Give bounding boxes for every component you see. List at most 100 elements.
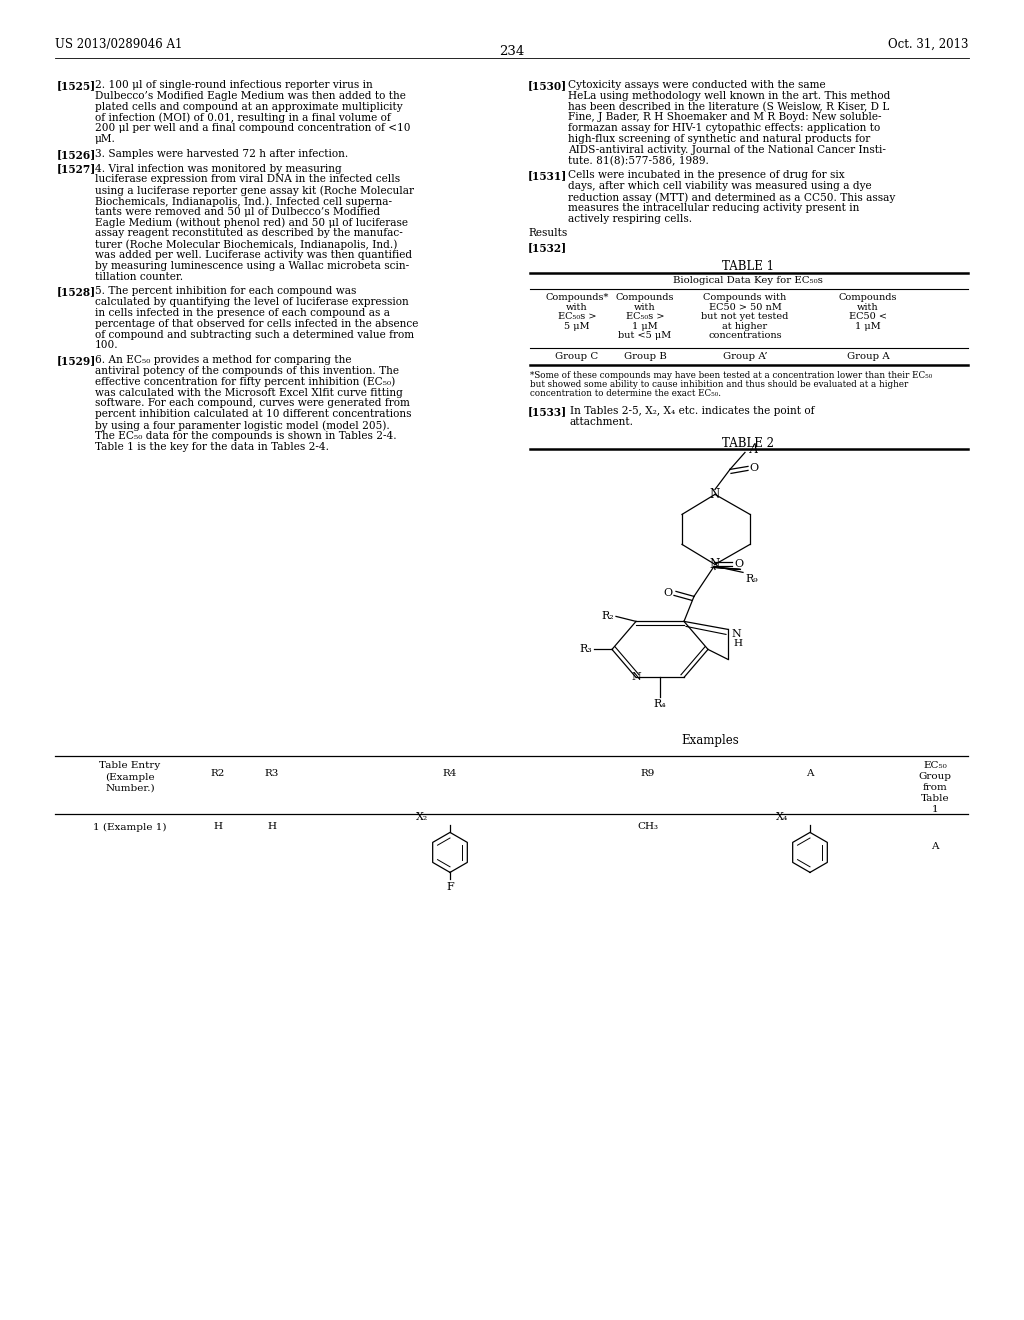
Text: with: with <box>857 302 879 312</box>
Text: O: O <box>663 589 672 598</box>
Text: R3: R3 <box>265 770 280 779</box>
Text: EC₅₀s >: EC₅₀s > <box>558 313 596 321</box>
Text: HeLa using methodology well known in the art. This method: HeLa using methodology well known in the… <box>568 91 891 100</box>
Text: by measuring luminescence using a Wallac microbeta scin-: by measuring luminescence using a Wallac… <box>95 261 410 271</box>
Text: assay reagent reconstituted as described by the manufac-: assay reagent reconstituted as described… <box>95 228 402 239</box>
Text: Table: Table <box>921 795 949 804</box>
Text: was calculated with the Microsoft Excel Xlfit curve fitting: was calculated with the Microsoft Excel … <box>95 388 402 397</box>
Text: R₄: R₄ <box>653 700 667 709</box>
Text: Biochemicals, Indianapolis, Ind.). Infected cell superna-: Biochemicals, Indianapolis, Ind.). Infec… <box>95 195 392 206</box>
Text: In Tables 2-5, X₂, X₄ etc. indicates the point of: In Tables 2-5, X₂, X₄ etc. indicates the… <box>570 407 814 416</box>
Text: (Example: (Example <box>105 772 155 781</box>
Text: has been described in the literature (S Weislow, R Kiser, D L: has been described in the literature (S … <box>568 102 889 112</box>
Text: Number.): Number.) <box>105 783 155 792</box>
Text: 4. Viral infection was monitored by measuring: 4. Viral infection was monitored by meas… <box>95 164 342 174</box>
Text: R4: R4 <box>442 770 457 779</box>
Text: 3. Samples were harvested 72 h after infection.: 3. Samples were harvested 72 h after inf… <box>95 149 348 158</box>
Text: tute. 81(8):577-586, 1989.: tute. 81(8):577-586, 1989. <box>568 156 709 166</box>
Text: A: A <box>931 842 939 851</box>
Text: EC50 <: EC50 < <box>849 313 887 321</box>
Text: O: O <box>749 463 758 474</box>
Text: actively respiring cells.: actively respiring cells. <box>568 214 692 223</box>
Text: [1527]: [1527] <box>57 164 96 174</box>
Text: Group A’: Group A’ <box>723 352 767 362</box>
Text: CH₃: CH₃ <box>638 822 658 832</box>
Text: TABLE 1: TABLE 1 <box>722 260 774 273</box>
Text: R₂: R₂ <box>601 611 614 622</box>
Text: antiviral potency of the compounds of this invention. The: antiviral potency of the compounds of th… <box>95 366 399 376</box>
Text: Dulbecco’s Modified Eagle Medium was then added to the: Dulbecco’s Modified Eagle Medium was the… <box>95 91 406 100</box>
Text: with: with <box>566 302 588 312</box>
Text: 200 μl per well and a final compound concentration of <10: 200 μl per well and a final compound con… <box>95 123 411 133</box>
Text: using a luciferase reporter gene assay kit (Roche Molecular: using a luciferase reporter gene assay k… <box>95 185 414 195</box>
Text: [1528]: [1528] <box>57 286 96 297</box>
Text: but not yet tested: but not yet tested <box>701 313 788 321</box>
Text: 1 μM: 1 μM <box>855 322 881 331</box>
Text: Cytoxicity assays were conducted with the same: Cytoxicity assays were conducted with th… <box>568 81 825 90</box>
Text: concentrations: concentrations <box>709 331 781 341</box>
Text: 2. 100 μl of single-round infectious reporter virus in: 2. 100 μl of single-round infectious rep… <box>95 81 373 90</box>
Text: attachment.: attachment. <box>570 417 634 428</box>
Text: [1525]: [1525] <box>57 81 96 91</box>
Text: 5. The percent inhibition for each compound was: 5. The percent inhibition for each compo… <box>95 286 356 297</box>
Text: effective concentration for fifty percent inhibition (EC₅₀): effective concentration for fifty percen… <box>95 376 395 387</box>
Text: days, after which cell viability was measured using a dye: days, after which cell viability was mea… <box>568 181 871 191</box>
Text: Oct. 31, 2013: Oct. 31, 2013 <box>889 38 969 51</box>
Text: N: N <box>631 672 641 682</box>
Text: 1: 1 <box>932 805 938 814</box>
Text: Group A: Group A <box>847 352 890 362</box>
Text: TABLE 2: TABLE 2 <box>722 437 774 450</box>
Text: concentration to determine the exact EC₅₀.: concentration to determine the exact EC₅… <box>530 389 721 399</box>
Text: A: A <box>750 444 759 455</box>
Text: [1529]: [1529] <box>57 355 96 366</box>
Text: EC50 > 50 nM: EC50 > 50 nM <box>709 302 781 312</box>
Text: [1526]: [1526] <box>57 149 96 160</box>
Text: Cells were incubated in the presence of drug for six: Cells were incubated in the presence of … <box>568 170 845 181</box>
Text: H: H <box>733 639 742 648</box>
Text: Examples: Examples <box>681 734 739 747</box>
Text: plated cells and compound at an approximate multiplicity: plated cells and compound at an approxim… <box>95 102 402 112</box>
Text: tillation counter.: tillation counter. <box>95 272 183 281</box>
Text: R₃: R₃ <box>580 644 592 655</box>
Text: EC₅₀: EC₅₀ <box>923 762 947 771</box>
Text: luciferase expression from viral DNA in the infected cells: luciferase expression from viral DNA in … <box>95 174 400 185</box>
Text: US 2013/0289046 A1: US 2013/0289046 A1 <box>55 38 182 51</box>
Text: high-flux screening of synthetic and natural products for: high-flux screening of synthetic and nat… <box>568 135 870 144</box>
Text: Results: Results <box>528 228 567 239</box>
Text: The EC₅₀ data for the compounds is shown in Tables 2-4.: The EC₅₀ data for the compounds is shown… <box>95 430 396 441</box>
Text: 1 μM: 1 μM <box>632 322 657 331</box>
Text: 5 μM: 5 μM <box>564 322 590 331</box>
Text: R2: R2 <box>211 770 225 779</box>
Text: percentage of that observed for cells infected in the absence: percentage of that observed for cells in… <box>95 319 419 329</box>
Text: Compounds: Compounds <box>615 293 674 302</box>
Text: Table 1 is the key for the data in Tables 2-4.: Table 1 is the key for the data in Table… <box>95 442 329 451</box>
Text: R9: R9 <box>641 770 655 779</box>
Text: [1530]: [1530] <box>528 81 567 91</box>
Text: *Some of these compounds may have been tested at a concentration lower than thei: *Some of these compounds may have been t… <box>530 371 932 380</box>
Text: in cells infected in the presence of each compound as a: in cells infected in the presence of eac… <box>95 308 390 318</box>
Text: H: H <box>213 822 222 832</box>
Text: Compounds: Compounds <box>839 293 897 302</box>
Text: EC₅₀s >: EC₅₀s > <box>626 313 665 321</box>
Text: Eagle Medium (without phenol red) and 50 μl of luciferase: Eagle Medium (without phenol red) and 50… <box>95 218 408 228</box>
Text: X₂: X₂ <box>416 812 428 822</box>
Text: Compounds*: Compounds* <box>546 293 608 302</box>
Text: percent inhibition calculated at 10 different concentrations: percent inhibition calculated at 10 diff… <box>95 409 412 420</box>
Text: X₄: X₄ <box>775 812 788 822</box>
Text: but showed some ability to cause inhibition and thus should be evaluated at a hi: but showed some ability to cause inhibit… <box>530 380 908 389</box>
Text: reduction assay (MTT) and determined as a CC50. This assay: reduction assay (MTT) and determined as … <box>568 191 895 202</box>
Text: μM.: μM. <box>95 135 116 144</box>
Text: was added per well. Luciferase activity was then quantified: was added per well. Luciferase activity … <box>95 249 412 260</box>
Text: with: with <box>634 302 655 312</box>
Text: Group: Group <box>919 772 951 781</box>
Text: of compound and subtracting such a determined value from: of compound and subtracting such a deter… <box>95 330 414 339</box>
Text: by using a four paramenter logistic model (model 205).: by using a four paramenter logistic mode… <box>95 420 390 430</box>
Text: [1533]: [1533] <box>528 407 567 417</box>
Text: [1531]: [1531] <box>528 170 567 181</box>
Text: N: N <box>731 630 740 639</box>
Text: Group B: Group B <box>624 352 667 362</box>
Text: turer (Roche Molecular Biochemicals, Indianapolis, Ind.): turer (Roche Molecular Biochemicals, Ind… <box>95 239 397 249</box>
Text: software. For each compound, curves were generated from: software. For each compound, curves were… <box>95 399 410 408</box>
Text: calculated by quantifying the level of luciferase expression: calculated by quantifying the level of l… <box>95 297 409 308</box>
Text: AIDS-antiviral activity. Journal of the National Cancer Insti-: AIDS-antiviral activity. Journal of the … <box>568 145 886 154</box>
